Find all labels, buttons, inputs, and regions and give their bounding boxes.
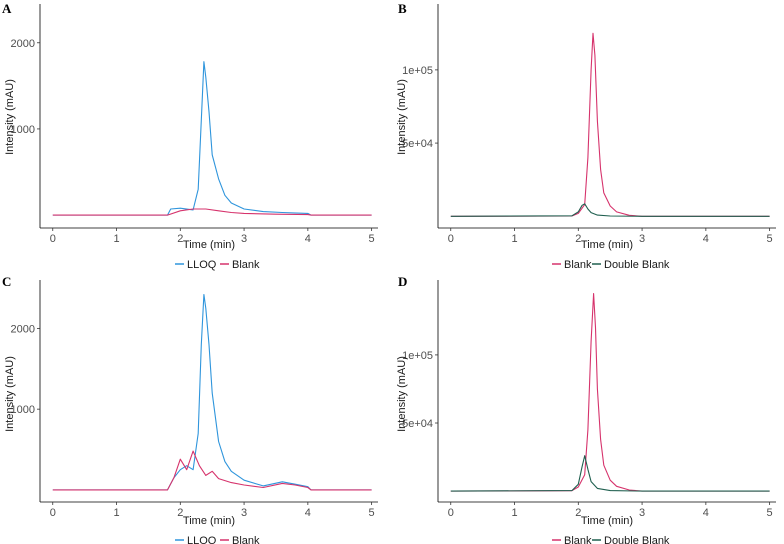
x-axis-title: Time (min): [183, 239, 235, 251]
legend-label-blank: Blank: [564, 259, 592, 271]
x-axis-title: Time (min): [581, 239, 633, 251]
panel-label: B: [398, 1, 407, 16]
panel-d: D 5e+04 1e+05 0 1 2 3 4 5 Time (min) Intensity…: [396, 274, 776, 544]
y-axis-title: Intensity (mAU): [396, 79, 408, 155]
x-tick-label: 1: [113, 507, 119, 519]
y-tick-label: 1000: [11, 404, 35, 416]
legend-label-blank: Blank: [232, 535, 260, 544]
x-tick-label: 4: [703, 507, 709, 519]
x-tick-label: 5: [767, 233, 773, 245]
y-tick-label: 1000: [11, 124, 35, 136]
x-tick-label: 0: [448, 233, 454, 245]
x-tick-label: 2: [177, 233, 183, 245]
panel-a: A 1000 2000 0 1 2 3 4 5 Time (min) Intensity (…: [2, 1, 378, 271]
x-axis: 0 1 2 3 4 5: [438, 501, 776, 519]
y-axis: 5e+04 1e+05: [402, 4, 439, 228]
legend-label-double-blank: Double Blank: [604, 259, 670, 271]
series-line-blank: [450, 32, 770, 217]
legend-label-blank: Blank: [564, 535, 592, 544]
legend-label-lloq: LLOQ: [187, 259, 217, 271]
series-line-lloq: [52, 293, 372, 491]
y-axis-title: Intensity (mAU): [4, 356, 16, 432]
x-tick-label: 5: [369, 507, 375, 519]
legend: LLOQ Blank: [175, 259, 260, 271]
x-tick-label: 0: [448, 507, 454, 519]
x-tick-label: 3: [241, 233, 247, 245]
x-tick-label: 1: [511, 507, 517, 519]
panel-b: B 5e+04 1e+05 0 1 2 3 4 5 Time (min) Intensity…: [396, 1, 776, 271]
x-axis-title: Time (min): [183, 515, 235, 527]
x-tick-label: 3: [639, 233, 645, 245]
legend-label-double-blank: Double Blank: [604, 535, 670, 544]
x-axis-title: Time (min): [581, 515, 633, 527]
series-line-blank: [450, 293, 770, 492]
y-axis-title: Intensity (mAU): [396, 356, 408, 432]
x-axis: 0 1 2 3 4 5: [40, 227, 378, 245]
x-tick-label: 5: [767, 507, 773, 519]
y-axis-title: Intensity (mAU): [4, 79, 16, 155]
series-layer: [52, 61, 372, 216]
y-tick-label: 1e+05: [402, 350, 433, 362]
legend: LLOQ Blank: [175, 535, 260, 544]
legend-label-blank: Blank: [232, 259, 260, 271]
y-tick-label: 2000: [11, 323, 35, 335]
x-tick-label: 5: [369, 233, 375, 245]
x-axis: 0 1 2 3 4 5: [40, 501, 378, 519]
y-tick-label: 1e+05: [402, 65, 433, 77]
panel-label: A: [2, 1, 12, 16]
x-tick-label: 4: [305, 233, 311, 245]
legend: Blank Double Blank: [552, 535, 670, 544]
series-line-blank: [52, 450, 372, 491]
panel-label: D: [398, 274, 407, 289]
x-tick-label: 0: [50, 507, 56, 519]
x-tick-label: 2: [177, 507, 183, 519]
legend-label-lloq: LLOQ: [187, 535, 217, 544]
y-tick-label: 5e+04: [402, 418, 433, 430]
panel-label: C: [2, 274, 11, 289]
y-axis: 1000 2000: [11, 4, 41, 228]
x-tick-label: 1: [113, 233, 119, 245]
series-layer: [450, 32, 770, 217]
x-axis: 0 1 2 3 4 5: [438, 227, 776, 245]
x-tick-label: 4: [703, 233, 709, 245]
y-axis: 5e+04 1e+05: [402, 280, 439, 502]
x-tick-label: 3: [639, 507, 645, 519]
series-layer: [450, 293, 770, 492]
series-line-lloq: [52, 61, 372, 216]
x-tick-label: 2: [575, 507, 581, 519]
x-tick-label: 1: [511, 233, 517, 245]
x-tick-label: 2: [575, 233, 581, 245]
x-tick-label: 4: [305, 507, 311, 519]
legend: Blank Double Blank: [552, 259, 670, 271]
y-tick-label: 5e+04: [402, 138, 433, 150]
y-tick-label: 2000: [11, 38, 35, 50]
x-tick-label: 0: [50, 233, 56, 245]
panel-c: C 1000 2000 0 1 2 3 4 5 Time (min) Intensity (…: [2, 274, 378, 544]
series-line-double-blank: [450, 203, 770, 217]
series-layer: [52, 293, 372, 491]
y-axis: 1000 2000: [11, 280, 41, 502]
x-tick-label: 3: [241, 507, 247, 519]
series-line-blank: [52, 208, 372, 216]
series-line-double-blank: [450, 455, 770, 492]
